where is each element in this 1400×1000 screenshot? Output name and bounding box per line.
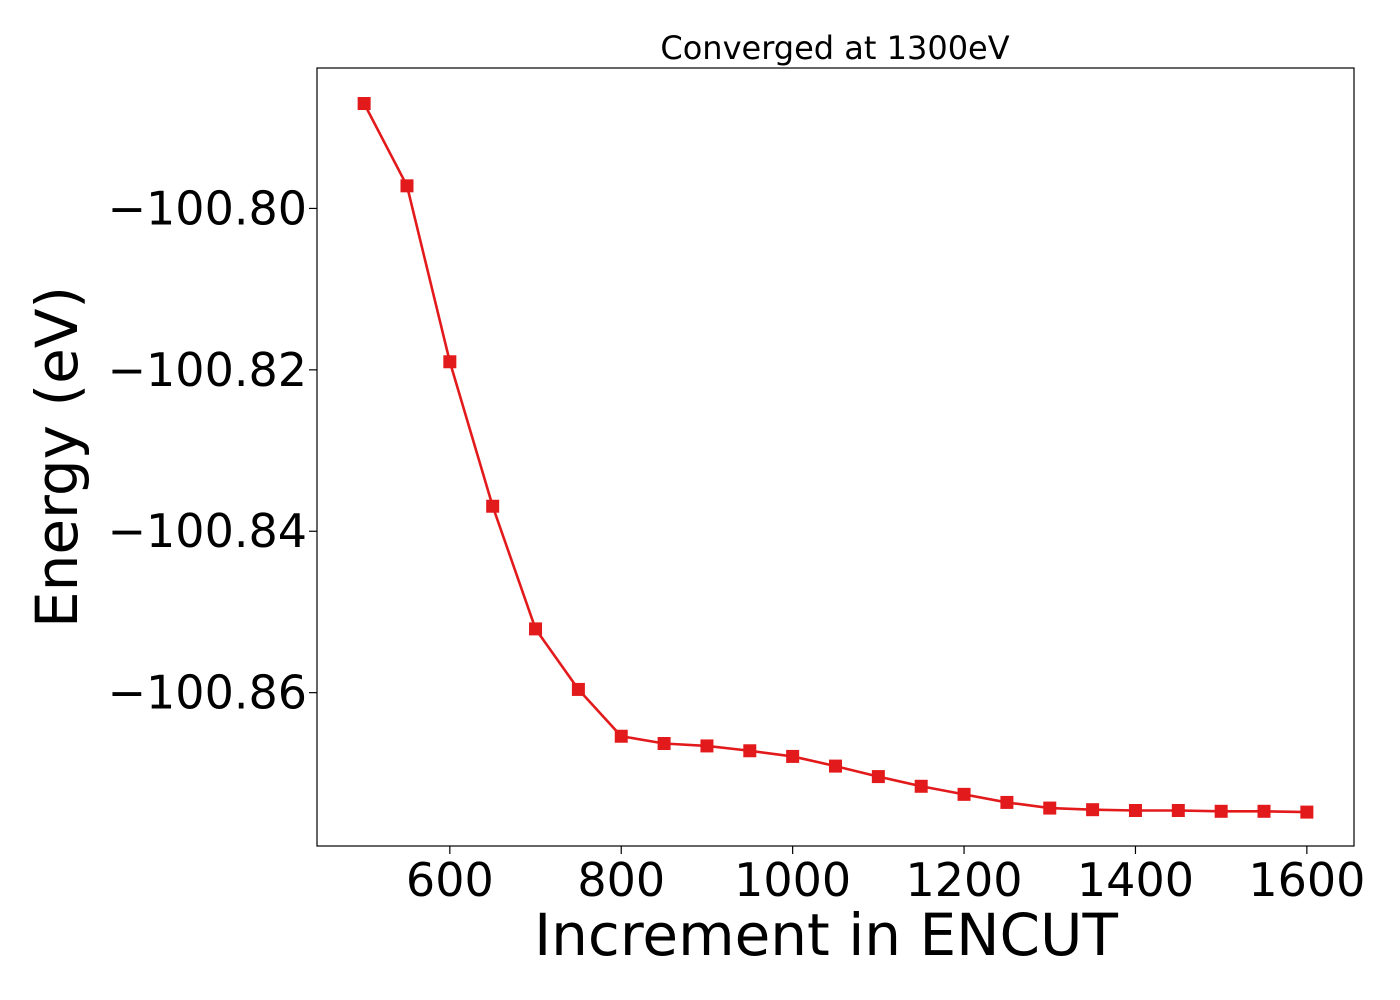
y-tick-label: −100.86: [108, 666, 308, 720]
x-axis-ticks: 600 800 1000 1200 1400 1600: [406, 846, 1365, 907]
chart-title: Converged at 1300eV: [660, 29, 1009, 67]
data-point-marker: [1086, 803, 1100, 817]
data-point-marker: [400, 179, 414, 193]
data-point-marker: [871, 770, 885, 784]
x-tick-label: 600: [406, 853, 494, 907]
y-tick-label: −100.80: [108, 181, 308, 235]
y-axis-ticks: −100.80 −100.82 −100.84 −100.86: [108, 181, 317, 720]
data-point-marker: [486, 499, 500, 513]
data-point-marker: [443, 355, 457, 369]
x-tick-label: 1600: [1248, 853, 1365, 907]
data-point-marker: [786, 749, 800, 763]
data-point-marker: [1300, 805, 1314, 819]
plot-area-frame: [316, 67, 1355, 847]
x-tick-label: 1200: [906, 853, 1023, 907]
data-point-marker: [1128, 803, 1142, 817]
data-point-marker: [1043, 801, 1057, 815]
y-axis-label: Energy (eV): [23, 286, 91, 628]
data-point-marker: [743, 744, 757, 758]
data-point-marker: [914, 779, 928, 793]
x-tick-label: 1000: [734, 853, 851, 907]
data-point-marker: [529, 622, 543, 636]
data-point-marker: [957, 787, 971, 801]
data-point-marker: [614, 729, 628, 743]
data-point-marker: [1000, 795, 1014, 809]
y-tick-label: −100.82: [108, 343, 308, 397]
x-tick-label: 800: [577, 853, 665, 907]
data-point-marker: [829, 759, 842, 773]
data-point-marker: [700, 739, 714, 753]
x-axis-label: Increment in ENCUT: [534, 901, 1118, 969]
data-point-marker: [571, 682, 585, 696]
x-tick-label: 1400: [1077, 853, 1194, 907]
y-tick-label: −100.84: [108, 504, 308, 558]
data-point-marker: [1257, 804, 1271, 818]
data-point-marker: [657, 737, 671, 751]
series-layer: [357, 97, 1314, 819]
data-point-marker: [357, 97, 371, 111]
data-point-marker: [1214, 804, 1228, 818]
data-point-marker: [1171, 803, 1185, 817]
